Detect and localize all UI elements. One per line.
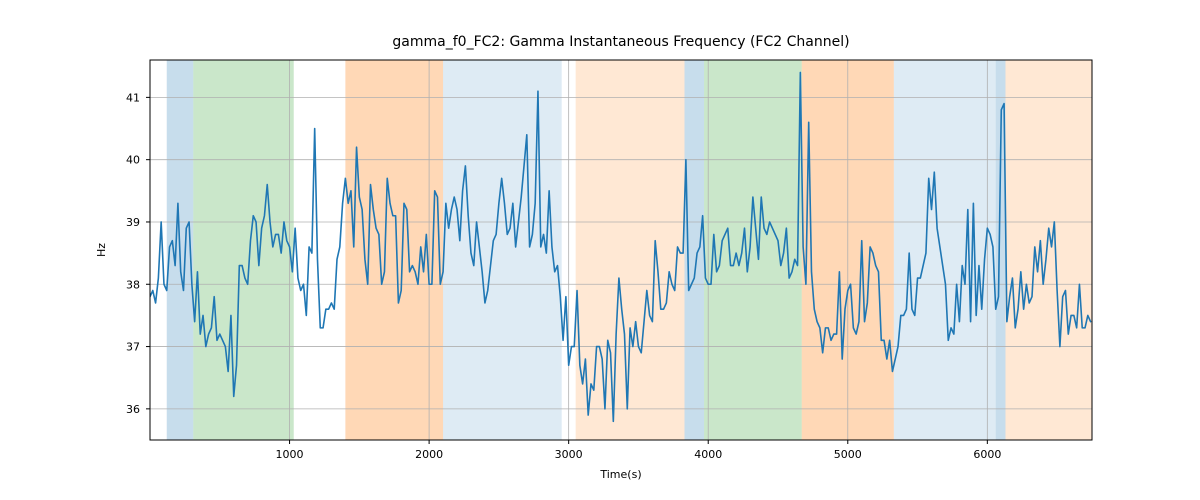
xtick-label: 2000 (415, 448, 443, 461)
ytick-label: 38 (126, 278, 140, 291)
shaded-band-4 (576, 60, 685, 440)
ytick-label: 36 (126, 403, 140, 416)
chart-figure: 1000 2000 3000 4000 5000 6000 36 37 38 39 40 41 Time… (0, 0, 1200, 500)
plot-area (150, 60, 1092, 440)
y-axis-label: Hz (95, 243, 108, 257)
ytick-label: 39 (126, 216, 140, 229)
shaded-band-3 (443, 60, 562, 440)
chart-title: gamma_f0_FC2: Gamma Instantaneous Freque… (392, 34, 849, 50)
ytick-label: 41 (126, 91, 140, 104)
xtick-label: 1000 (276, 448, 304, 461)
shaded-band-1 (193, 60, 293, 440)
shaded-band-10 (1005, 60, 1092, 440)
ytick-label: 40 (126, 154, 140, 167)
shaded-band-2 (345, 60, 443, 440)
xtick-label: 4000 (694, 448, 722, 461)
xtick-label: 5000 (834, 448, 862, 461)
xtick-label: 6000 (973, 448, 1001, 461)
x-axis-label: Time(s) (599, 468, 641, 481)
xtick-label: 3000 (555, 448, 583, 461)
ytick-label: 37 (126, 341, 140, 354)
shaded-band-8 (894, 60, 996, 440)
